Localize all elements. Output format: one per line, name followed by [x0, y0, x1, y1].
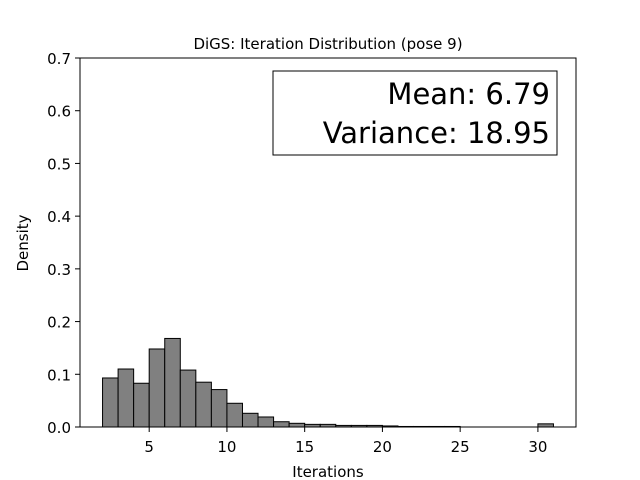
y-axis-ticks: 0.0 0.1 0.2 0.3 0.4 0.5 0.6 0.7 [47, 50, 80, 437]
y-tick-label: 0.2 [47, 314, 71, 332]
histogram-bar [117, 368, 135, 428]
chart-title: DiGS: Iteration Distribution (pose 9) [193, 35, 462, 53]
y-axis-label: Density [14, 214, 32, 271]
histogram-bar [164, 337, 181, 428]
x-tick-label: 20 [373, 438, 392, 456]
x-axis-ticks: 5 10 15 20 25 30 [144, 427, 547, 456]
stats-box-frame [272, 70, 558, 156]
bars-group [102, 337, 554, 428]
histogram-bar [257, 416, 275, 428]
histogram-bar [195, 381, 212, 428]
plot-frame [79, 57, 577, 428]
histogram-bar [210, 389, 228, 428]
y-tick-label: 0.3 [47, 261, 71, 279]
x-tick-label: 5 [144, 438, 154, 456]
stats-box: Mean: 6.79 Variance: 18.95 [272, 70, 558, 156]
histogram-bar [133, 382, 150, 428]
y-tick-label: 0.6 [47, 103, 71, 121]
y-tick-label: 0.7 [47, 50, 71, 68]
x-tick-label: 30 [528, 438, 547, 456]
x-tick-label: 15 [295, 438, 314, 456]
x-tick-label: 25 [451, 438, 470, 456]
histogram-bar [226, 402, 243, 428]
histogram-bar [241, 412, 259, 428]
x-tick-label: 10 [217, 438, 236, 456]
histogram-bar [102, 377, 119, 428]
y-tick-label: 0.5 [47, 155, 71, 173]
mean-text: Mean: 6.79 [387, 77, 550, 111]
histogram-bar [179, 369, 197, 428]
x-axis-label: Iterations [292, 463, 364, 480]
histogram-bar [288, 422, 306, 428]
histogram-bar [273, 421, 290, 428]
histogram-bar [148, 348, 166, 428]
y-tick-label: 0.0 [47, 419, 71, 437]
y-tick-label: 0.4 [47, 208, 71, 226]
variance-text: Variance: 18.95 [323, 116, 550, 150]
y-tick-label: 0.1 [47, 366, 71, 384]
